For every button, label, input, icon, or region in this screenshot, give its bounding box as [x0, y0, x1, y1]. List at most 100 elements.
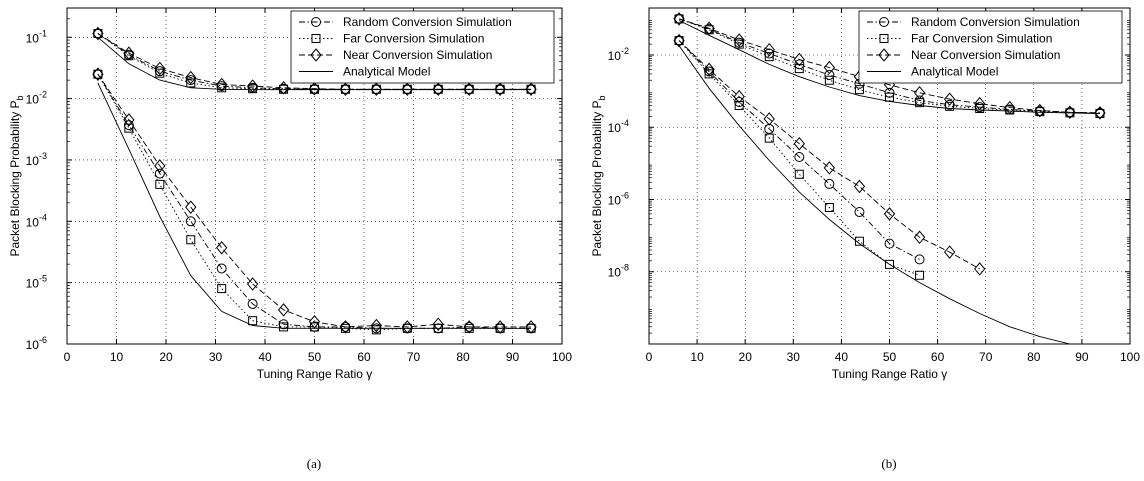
data-point-square: [945, 101, 955, 111]
data-point-diamond: [733, 89, 745, 104]
series-line: [678, 40, 980, 270]
legend-marker-diamond: [310, 48, 322, 62]
y-tick-label: 10-2: [608, 46, 629, 63]
data-point-diamond: [763, 42, 775, 57]
data-point-circle: [154, 168, 165, 179]
data-point-square: [854, 236, 864, 246]
series-line: [678, 18, 1100, 114]
data-layer: [92, 26, 537, 335]
legend-marker-square: [879, 34, 889, 43]
y-tick-exponent: -3: [39, 151, 47, 161]
data-point-diamond: [370, 82, 383, 97]
data-point-diamond: [883, 207, 896, 221]
data-point-square: [764, 133, 774, 143]
data-point-diamond: [943, 92, 956, 106]
data-point-diamond: [370, 318, 383, 333]
chart-a: 0 10 20 30 40 50 60 70 80 90 10010-610-510-410-310…: [8, 7, 572, 471]
data-point-circle: [824, 178, 835, 189]
data-point-diamond: [733, 33, 745, 47]
series-line: [97, 33, 532, 90]
y-tick-exponent: -5: [39, 274, 47, 284]
data-point-diamond: [401, 82, 413, 97]
data-point-square: [674, 36, 684, 46]
y-axis-label: Packet Blocking Probability Pb: [590, 95, 607, 256]
y-axis-label-main: Packet Blocking Probability P: [8, 100, 22, 256]
x-tick-label: 40: [835, 350, 849, 364]
x-tick-label: 80: [1027, 350, 1041, 364]
data-point-diamond: [123, 113, 135, 127]
y-tick-label: 10-3: [26, 151, 47, 168]
x-tick-label: 100: [552, 350, 572, 364]
data-point-circle: [216, 263, 227, 274]
legend-label: Far Conversion Simulation: [343, 32, 484, 46]
legend-label: Analytical Model: [911, 65, 998, 79]
data-point-circle: [824, 69, 835, 80]
subfigure-caption: (a): [307, 456, 321, 471]
data-point-diamond: [277, 303, 290, 317]
data-point-diamond: [246, 79, 259, 93]
data-point-circle: [854, 207, 865, 218]
data-point-square: [975, 104, 985, 114]
y-tick-base: 10: [608, 266, 622, 280]
x-axis-label: Tuning Range Ratio γ: [257, 367, 373, 381]
legend-box: [290, 10, 555, 84]
subfigure-caption: (b): [881, 456, 896, 471]
y-tick-exponent: -8: [621, 263, 629, 273]
x-tick-label: 0: [64, 350, 71, 364]
data-point-diamond: [154, 61, 166, 76]
x-tick-label: 90: [506, 350, 520, 364]
x-tick-label: 50: [883, 350, 897, 364]
y-tick-base: 10: [26, 93, 40, 107]
data-point-square: [764, 52, 774, 62]
data-point-diamond: [92, 67, 104, 81]
data-point-square: [155, 68, 165, 78]
data-point-square: [310, 322, 319, 332]
data-point-circle: [247, 298, 258, 309]
data-point-diamond: [703, 21, 715, 36]
series-line: [678, 18, 1100, 114]
series-line: [97, 73, 532, 329]
y-tick-exponent: -4: [621, 118, 629, 128]
y-tick-label: 10-4: [608, 118, 629, 135]
data-point-square: [824, 75, 834, 85]
data-point-diamond: [823, 161, 836, 175]
x-tick-label: 40: [258, 350, 272, 364]
x-tick-label: 10: [690, 350, 704, 364]
y-tick-exponent: -2: [621, 46, 629, 56]
y-tick-base: 10: [608, 49, 622, 63]
legend-label: Near Conversion Simulation: [343, 48, 492, 62]
data-point-diamond: [673, 12, 685, 26]
y-tick-exponent: -6: [621, 190, 629, 200]
data-point-diamond: [793, 52, 805, 67]
data-point-diamond: [277, 81, 290, 95]
data-point-square: [885, 259, 894, 269]
x-tick-label: 10: [110, 350, 124, 364]
x-tick-label: 20: [739, 350, 753, 364]
y-tick-label: 10-1: [26, 28, 47, 45]
series-line: [97, 82, 532, 329]
series-line: [678, 40, 920, 260]
data-point-square: [155, 179, 165, 189]
legend-marker-diamond: [878, 48, 890, 62]
y-tick-exponent: -1: [39, 28, 47, 38]
legend-label: Analytical Model: [343, 65, 430, 79]
y-tick-base: 10: [26, 215, 40, 229]
data-point-diamond: [793, 136, 805, 151]
legend-marker-circle: [311, 17, 321, 27]
y-tick-base: 10: [608, 121, 622, 135]
data-point-square: [186, 78, 196, 88]
data-point-square: [794, 64, 804, 74]
series-line: [97, 36, 532, 91]
data-point-diamond: [92, 26, 104, 41]
data-point-diamond: [943, 245, 956, 259]
series-line: [678, 18, 1100, 114]
data-point-diamond: [673, 33, 685, 48]
data-point-diamond: [216, 241, 228, 255]
data-point-square: [186, 235, 196, 245]
data-point-diamond: [494, 82, 506, 97]
data-point-diamond: [339, 82, 352, 97]
data-point-diamond: [308, 81, 321, 96]
data-point-diamond: [185, 70, 197, 85]
x-tick-label: 20: [159, 350, 173, 364]
legend-label: Far Conversion Simulation: [911, 32, 1052, 46]
